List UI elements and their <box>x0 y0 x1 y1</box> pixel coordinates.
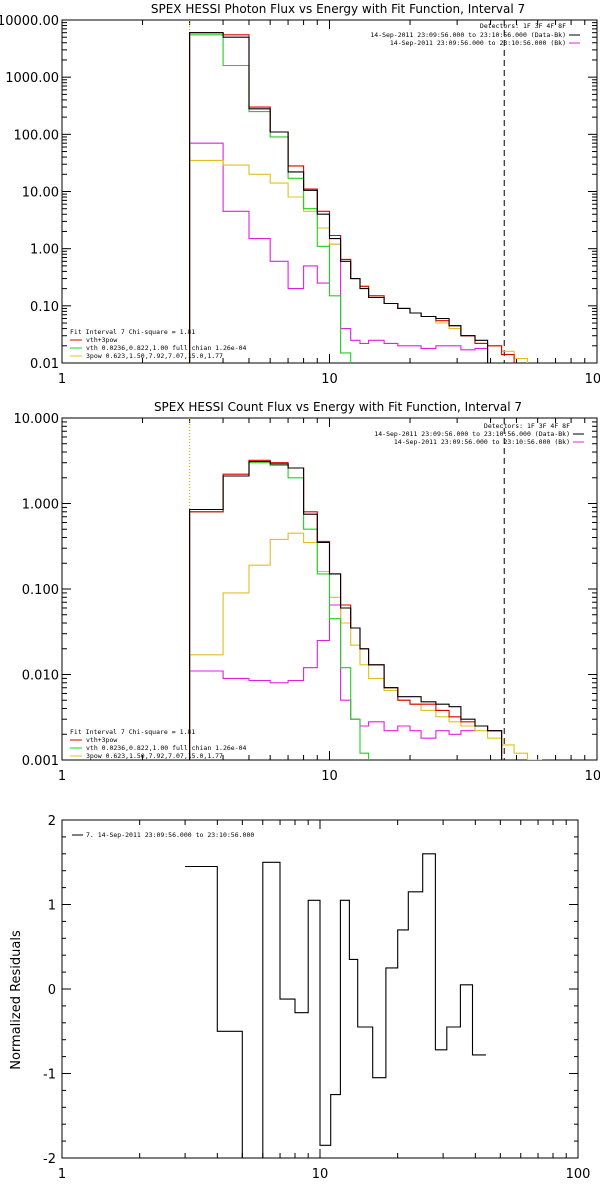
count-flux-plot: 1 10 100 0.001 0.010 0.100 1.000 10.000 <box>14 412 600 784</box>
photon-ytick-label: 0.01 <box>30 357 59 372</box>
residual-ytick-label: -2 <box>43 1152 56 1167</box>
photon-legend-power-label: 3pow 0.623,1.50,7.92,7.07,15.0,1.77 <box>86 352 223 360</box>
count-ytick-label: 0.001 <box>22 754 59 769</box>
photon-series-background <box>189 142 489 363</box>
photon-legend-bk-label: 14-Sep-2011 23:09:56.000 to 23:10:56.000… <box>390 39 566 47</box>
count-legend-power-label: 3pow 0.623,1.50,7.92,7.07,15.0,1.77 <box>86 752 223 760</box>
photon-ytick-label: 1.00 <box>30 243 59 258</box>
photon-ytick-label: 0.10 <box>30 300 59 315</box>
count-xtick-label: 1 <box>58 769 66 784</box>
count-ytick-label: 0.010 <box>22 669 59 684</box>
residuals-plot: 1 10 100 -2 -1 0 1 2 <box>43 814 590 1182</box>
residual-ytick-label: -1 <box>43 1068 56 1083</box>
count-ytick-label: 10.000 <box>14 412 60 427</box>
count-legend-detectors: Detectors: 1F 3F 4F 8F <box>484 422 570 430</box>
count-legend-total-label: vth+3pow <box>86 736 117 744</box>
photon-legend-data-label: 14-Sep-2011 23:09:56.000 to 23:10:56.000… <box>370 31 566 39</box>
count-ytick-label: 0.100 <box>22 583 59 598</box>
photon-legend-thermal-label: vth 0.0236,0.822,1.00 full chian 1.26e-0… <box>86 344 247 352</box>
residual-ytick-label: 2 <box>48 814 56 829</box>
photon-xtick-label: 1 <box>58 372 66 387</box>
residual-series-data <box>185 853 486 1158</box>
residual-ytick-label: 0 <box>48 983 56 998</box>
residual-xtick-label: 1 <box>58 1167 66 1182</box>
photon-series-data <box>189 32 489 363</box>
photon-legend-fit-interval: Fit Interval 7 Chi-square = 1.81 <box>70 328 195 336</box>
photon-flux-plot: 1 10 100 0.01 0.10 1.00 10.00 100.00 1000.00 1000… <box>0 14 600 387</box>
residual-xtick-label: 100 <box>566 1167 591 1182</box>
photon-series-thermal <box>189 34 352 363</box>
residual-ytick-label: 1 <box>48 899 56 914</box>
count-flux-title: SPEX HESSI Count Flux vs Energy with Fit… <box>154 400 522 414</box>
count-legend-fit-interval: Fit Interval 7 Chi-square = 1.81 <box>70 728 195 736</box>
count-legend-data-label: 14-Sep-2011 23:09:56.000 to 23:10:56.000… <box>374 430 570 438</box>
count-xtick-label: 10 <box>321 769 338 784</box>
residuals-panel: 1 10 100 -2 -1 0 1 2 Normalized Residuals 7. 14… <box>9 814 590 1182</box>
count-legend-thermal-label: vth 0.0236,0.822,1.00 full chian 1.26e-0… <box>86 744 247 752</box>
count-legend-bk-label: 14-Sep-2011 23:09:56.000 to 23:10:56.000… <box>394 438 570 446</box>
photon-legend-detectors: Detectors: 1F 3F 4F 8F <box>480 22 566 30</box>
count-series-background <box>189 604 503 760</box>
count-flux-panel: SPEX HESSI Count Flux vs Energy with Fit… <box>14 400 600 784</box>
photon-xtick-label: 100 <box>585 372 600 387</box>
photon-ytick-label: 1000.00 <box>5 71 59 86</box>
residuals-ylabel: Normalized Residuals <box>9 930 24 1070</box>
count-xtick-label: 100 <box>585 769 600 784</box>
residual-xtick-label: 10 <box>312 1167 329 1182</box>
residuals-legend-label: 7. 14-Sep-2011 23:09:56.000 to 23:10:56.… <box>86 831 254 839</box>
photon-ytick-label: 10000.00 <box>0 14 59 29</box>
count-ytick-label: 1.000 <box>22 498 59 513</box>
photon-flux-panel: SPEX HESSI Photon Flux vs Energy with Fi… <box>0 2 600 387</box>
photon-ytick-label: 100.00 <box>14 128 60 143</box>
photon-xtick-label: 10 <box>321 372 338 387</box>
photon-flux-title: SPEX HESSI Photon Flux vs Energy with Fi… <box>151 2 525 16</box>
count-series-data <box>189 460 503 760</box>
photon-legend-total-label: vth+3pow <box>86 336 117 344</box>
photon-ytick-label: 10.00 <box>22 186 59 201</box>
